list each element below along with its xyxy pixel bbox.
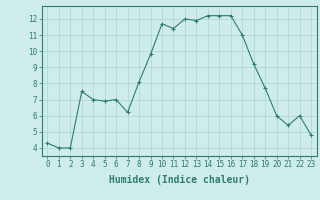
X-axis label: Humidex (Indice chaleur): Humidex (Indice chaleur) — [109, 175, 250, 185]
